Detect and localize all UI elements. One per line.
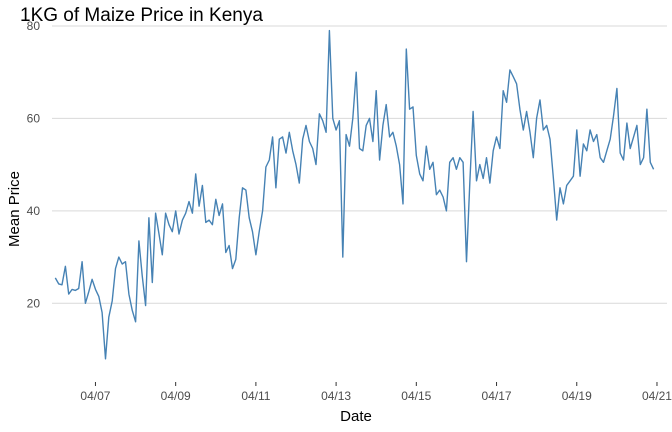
x-tick-label: 04/19 [562, 389, 592, 403]
y-axis-title: Mean Price [6, 171, 23, 247]
y-tick-label: 40 [27, 204, 41, 218]
y-axis-labels: 20 40 60 80 [27, 19, 41, 310]
x-tick-label: 04/15 [401, 389, 431, 403]
x-tick-label: 04/13 [321, 389, 351, 403]
y-tick-label: 80 [27, 19, 41, 33]
x-tick-label: 04/09 [161, 389, 191, 403]
x-tick-label: 04/07 [80, 389, 110, 403]
x-axis-title: Date [340, 408, 372, 425]
x-axis: 04/07 04/09 04/11 04/13 04/15 04/17 04/19 04/21 [80, 382, 672, 403]
x-tick-label: 04/21 [642, 389, 672, 403]
x-tick-label: 04/17 [482, 389, 512, 403]
x-tick-label: 04/11 [241, 389, 270, 403]
grid [52, 25, 667, 304]
chart-title: 1KG of Maize Price in Kenya [20, 5, 263, 26]
y-tick-label: 20 [27, 296, 41, 310]
series-line [54, 29, 655, 360]
y-tick-label: 60 [27, 111, 41, 125]
